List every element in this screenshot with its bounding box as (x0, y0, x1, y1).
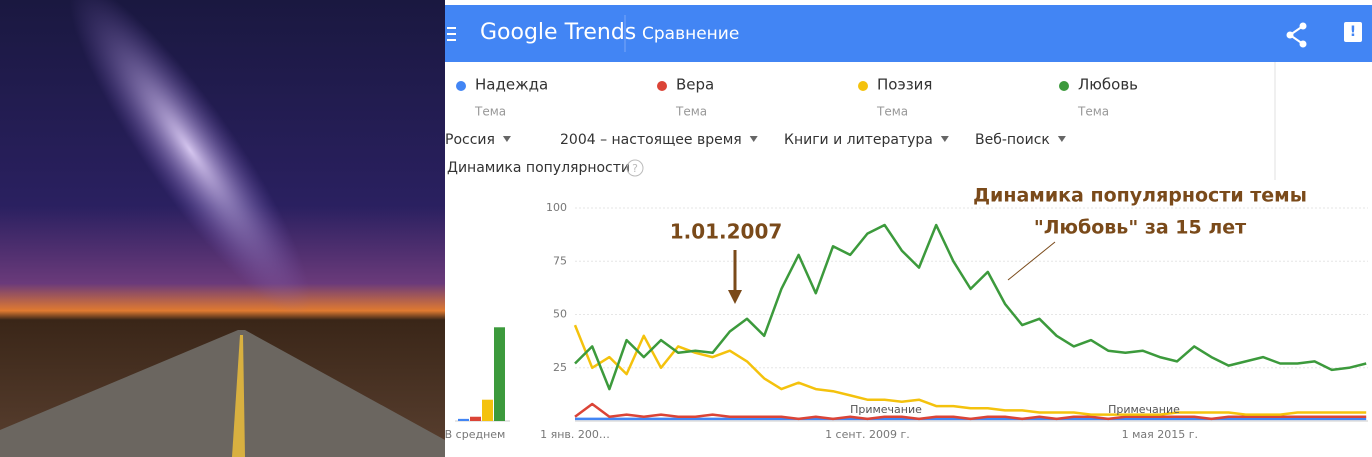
legend-kind: Тема (1077, 105, 1109, 119)
y-tick-label: 50 (553, 308, 567, 321)
legend-kind: Тема (675, 105, 707, 119)
legend-kind: Тема (876, 105, 908, 119)
legend-dot (858, 81, 868, 91)
average-bar (470, 416, 481, 421)
help-glyph: ? (632, 162, 638, 175)
trends-panel: Google Trends Сравнение ! (445, 5, 1372, 180)
legend-dot (657, 81, 667, 91)
dropdown-arrow (502, 136, 511, 142)
x-tick-label: 1 мая 2015 г. (1122, 428, 1198, 441)
annotation-date: 1.01.2007 (670, 220, 783, 244)
average-label: В среднем (445, 428, 506, 441)
legend-name[interactable]: Надежда (475, 76, 548, 94)
note: Примечание (850, 403, 922, 416)
logo: Google Trends (480, 20, 636, 45)
dropdown-arrow (940, 136, 949, 142)
series-line (573, 324, 1367, 416)
legend-dot (456, 81, 466, 91)
section-title: Сравнение (642, 24, 739, 44)
y-tick-label: 25 (553, 361, 567, 374)
y-tick-label: 100 (546, 201, 567, 214)
average-bar (482, 399, 493, 421)
feedback-glyph: ! (1350, 24, 1356, 40)
filter[interactable]: Россия (445, 132, 495, 148)
caption-pointer (1007, 241, 1056, 281)
feedback-icon[interactable] (1344, 22, 1362, 42)
help-icon[interactable] (626, 159, 644, 177)
series-line (574, 402, 1367, 421)
filter[interactable]: Веб-поиск (975, 132, 1050, 148)
dropdown-arrow (749, 136, 758, 142)
legend-dot (1059, 81, 1069, 91)
share-icon[interactable] (1286, 22, 1307, 48)
legend-kind: Тема (474, 105, 506, 119)
annotation-caption: "Любовь" за 15 лет (1034, 217, 1246, 239)
series-line (574, 223, 1367, 391)
legend-name[interactable]: Вера (676, 76, 714, 94)
photo (0, 0, 445, 457)
legend-name[interactable]: Поэзия (877, 76, 932, 94)
filter[interactable]: 2004 – настоящее время (560, 132, 742, 148)
filter[interactable]: Книги и литература (784, 132, 933, 148)
note: Примечание (1108, 403, 1180, 416)
x-tick-label: 1 янв. 200… (540, 428, 610, 441)
x-tick-label: 1 сент. 2009 г. (825, 428, 910, 441)
menu-icon[interactable] (447, 27, 456, 41)
annotation-arrowhead (728, 290, 742, 304)
annotation-caption: Динамика популярности темы (973, 185, 1307, 207)
dropdown-arrow (1057, 136, 1066, 142)
legend-name[interactable]: Любовь (1078, 76, 1138, 94)
average-bar (494, 327, 505, 421)
average-bar (458, 418, 469, 421)
y-tick-label: 75 (553, 254, 567, 267)
chart-title: Динамика популярности (447, 160, 630, 176)
